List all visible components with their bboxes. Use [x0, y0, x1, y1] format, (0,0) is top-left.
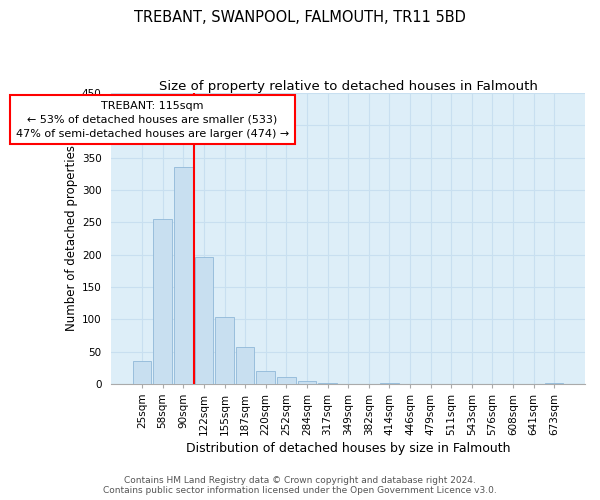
- Text: TREBANT, SWANPOOL, FALMOUTH, TR11 5BD: TREBANT, SWANPOOL, FALMOUTH, TR11 5BD: [134, 10, 466, 25]
- Title: Size of property relative to detached houses in Falmouth: Size of property relative to detached ho…: [158, 80, 538, 93]
- Bar: [174, 168, 193, 384]
- X-axis label: Distribution of detached houses by size in Falmouth: Distribution of detached houses by size …: [186, 442, 511, 455]
- Bar: [545, 382, 563, 384]
- Y-axis label: Number of detached properties: Number of detached properties: [65, 146, 77, 332]
- Bar: [194, 256, 213, 384]
- Bar: [277, 377, 296, 384]
- Bar: [236, 347, 254, 384]
- Bar: [154, 219, 172, 384]
- Bar: [215, 316, 234, 384]
- Text: TREBANT: 115sqm
← 53% of detached houses are smaller (533)
47% of semi-detached : TREBANT: 115sqm ← 53% of detached houses…: [16, 101, 289, 139]
- Bar: [380, 382, 398, 384]
- Bar: [133, 362, 151, 384]
- Bar: [318, 382, 337, 384]
- Bar: [256, 371, 275, 384]
- Bar: [298, 380, 316, 384]
- Text: Contains HM Land Registry data © Crown copyright and database right 2024.
Contai: Contains HM Land Registry data © Crown c…: [103, 476, 497, 495]
